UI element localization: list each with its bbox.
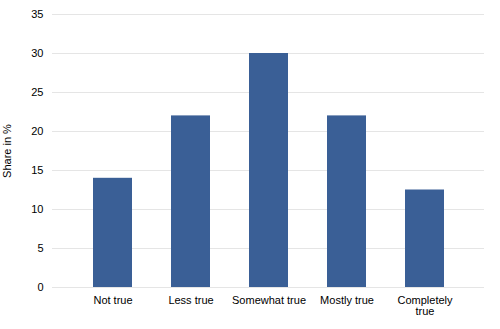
svg-text:Share in %: Share in % xyxy=(1,124,13,178)
svg-text:Not true: Not true xyxy=(93,294,132,306)
svg-text:Mostly true: Mostly true xyxy=(320,294,374,306)
svg-text:25: 25 xyxy=(31,86,43,98)
svg-text:35: 35 xyxy=(31,8,43,20)
svg-text:15: 15 xyxy=(31,164,43,176)
svg-text:Less true: Less true xyxy=(168,294,213,306)
svg-text:Somewhat true: Somewhat true xyxy=(232,294,306,306)
svg-text:10: 10 xyxy=(31,203,43,215)
svg-text:20: 20 xyxy=(31,125,43,137)
svg-text:0: 0 xyxy=(37,281,43,293)
svg-text:30: 30 xyxy=(31,47,43,59)
svg-text:Completelytrue: Completelytrue xyxy=(397,294,453,317)
svg-text:5: 5 xyxy=(37,242,43,254)
